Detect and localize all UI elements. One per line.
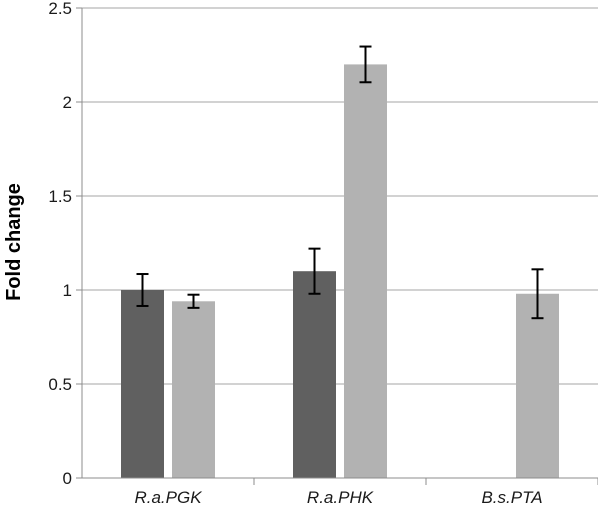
bar	[172, 301, 215, 478]
y-tick-labels: 0 0.5 1 1.5 2 2.5	[48, 0, 72, 488]
y-tick-label: 1.5	[48, 187, 72, 206]
bars	[121, 64, 559, 479]
y-tick-label: 1	[63, 281, 72, 300]
x-category-labels: R.a.PGK R.a.PHK B.s.PTA	[134, 488, 542, 507]
y-axis-title: Fold change	[3, 183, 25, 301]
axes	[76, 7, 598, 485]
x-category-label: R.a.PHK	[307, 488, 374, 507]
y-tick-label: 0.5	[48, 375, 72, 394]
gridlines	[82, 7, 598, 385]
y-tick-label: 2.5	[48, 0, 72, 18]
x-category-label: B.s.PTA	[481, 488, 542, 507]
bar	[516, 293, 559, 478]
bar	[344, 64, 387, 479]
bar	[121, 290, 164, 478]
y-tick-label: 0	[63, 469, 72, 488]
y-tick-label: 2	[63, 93, 72, 112]
x-category-label: R.a.PGK	[134, 488, 202, 507]
error-bars	[136, 45, 544, 320]
bar	[293, 271, 336, 478]
